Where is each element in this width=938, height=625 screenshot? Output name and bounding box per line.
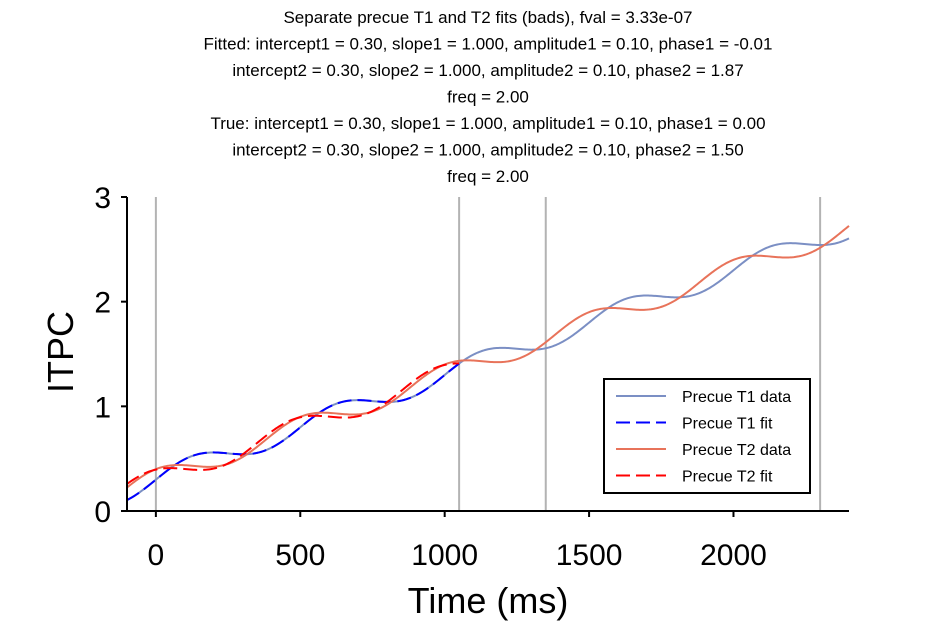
- y-tick-label: 0: [94, 496, 111, 529]
- x-tick-label: 2000: [700, 539, 767, 572]
- title-line: True: intercept1 = 0.30, slope1 = 1.000,…: [210, 114, 765, 133]
- y-ticks: 0 1 2 3: [94, 182, 127, 529]
- x-ticks: 0 500 1000 1500 2000: [148, 511, 767, 572]
- y-tick-label: 2: [94, 287, 111, 320]
- series-line: [126, 362, 460, 501]
- title-line: Separate precue T1 and T2 fits (bads), f…: [283, 8, 692, 27]
- title-line: Fitted: intercept1 = 0.30, slope1 = 1.00…: [204, 35, 773, 54]
- title-line: intercept2 = 0.30, slope2 = 1.000, ampli…: [232, 61, 743, 80]
- y-tick-label: 1: [94, 391, 111, 424]
- x-tick-label: 1500: [556, 539, 623, 572]
- x-tick-label: 1000: [411, 539, 478, 572]
- series-line: [126, 225, 850, 489]
- series-line: [126, 362, 460, 485]
- x-axis-label: Time (ms): [408, 580, 569, 621]
- y-tick-label: 3: [94, 182, 111, 215]
- y-axis-label: ITPC: [40, 311, 81, 393]
- series-lines: [126, 225, 850, 501]
- legend-label: Precue T2 data: [682, 442, 791, 459]
- x-tick-label: 0: [148, 539, 165, 572]
- title-line: intercept2 = 0.30, slope2 = 1.000, ampli…: [232, 141, 743, 160]
- legend: Precue T1 data Precue T1 fit Precue T2 dat…: [603, 378, 811, 494]
- title-line: freq = 2.00: [447, 88, 529, 107]
- vertical-lines: [154, 197, 822, 511]
- title-line: freq = 2.00: [447, 167, 529, 186]
- axes: [126, 197, 849, 512]
- x-tick-label: 500: [275, 539, 325, 572]
- legend-label: Precue T1 data: [682, 389, 791, 406]
- legend-label: Precue T1 fit: [682, 416, 773, 433]
- legend-box: [603, 378, 811, 494]
- legend-label: Precue T2 fit: [682, 469, 773, 486]
- chart-title: Separate precue T1 and T2 fits (bads), f…: [204, 8, 773, 186]
